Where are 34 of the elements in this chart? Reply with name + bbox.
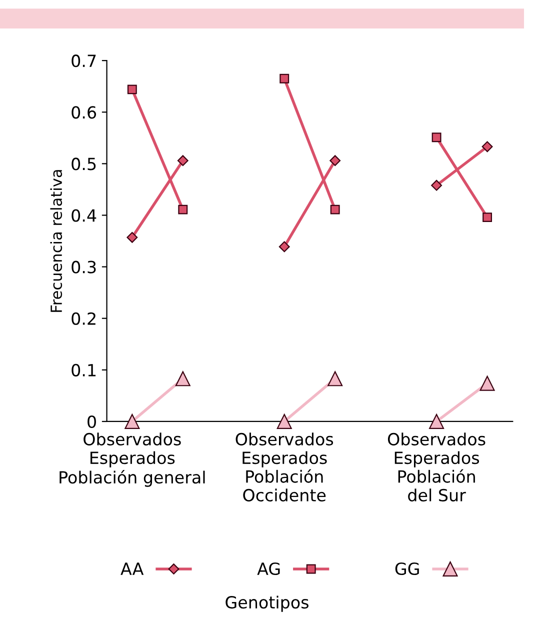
- y-tick-label: 0: [88, 415, 96, 428]
- point: [482, 141, 493, 152]
- point: [127, 84, 137, 94]
- point: [480, 376, 495, 391]
- x-tick-label: Observados Esperados Población del Sur: [388, 432, 486, 502]
- point: [431, 180, 442, 191]
- point: [175, 371, 190, 386]
- y-tick-label: 0.5: [72, 158, 96, 170]
- point: [177, 155, 188, 166]
- point: [276, 414, 292, 429]
- legend-title: Genotipos: [226, 596, 308, 612]
- point: [280, 74, 290, 84]
- point: [330, 155, 341, 166]
- y-tick-label: 0.1: [72, 364, 96, 376]
- point: [328, 371, 343, 386]
- point: [482, 212, 492, 222]
- y-tick-label: 0.6: [72, 106, 96, 119]
- legend-label: AA: [120, 562, 144, 575]
- y-axis-title: Frecuencia relativa: [50, 170, 62, 312]
- y-tick-label: 0.3: [72, 260, 96, 274]
- point: [432, 132, 442, 142]
- y-tick-label: 0.4: [72, 209, 96, 222]
- point: [126, 232, 138, 243]
- legend-label: GG: [395, 562, 419, 576]
- point: [278, 241, 290, 252]
- y-tick-label: 0.7: [72, 54, 96, 68]
- point: [124, 414, 140, 429]
- legend-label: AG: [257, 562, 280, 576]
- point: [178, 204, 188, 214]
- point: [429, 414, 444, 429]
- y-tick-label: 0.2: [72, 312, 96, 325]
- x-tick-label: Observados Esperados Población Occidente: [236, 432, 334, 502]
- x-tick-label: Observados Esperados Población general: [60, 432, 205, 487]
- point: [330, 204, 340, 214]
